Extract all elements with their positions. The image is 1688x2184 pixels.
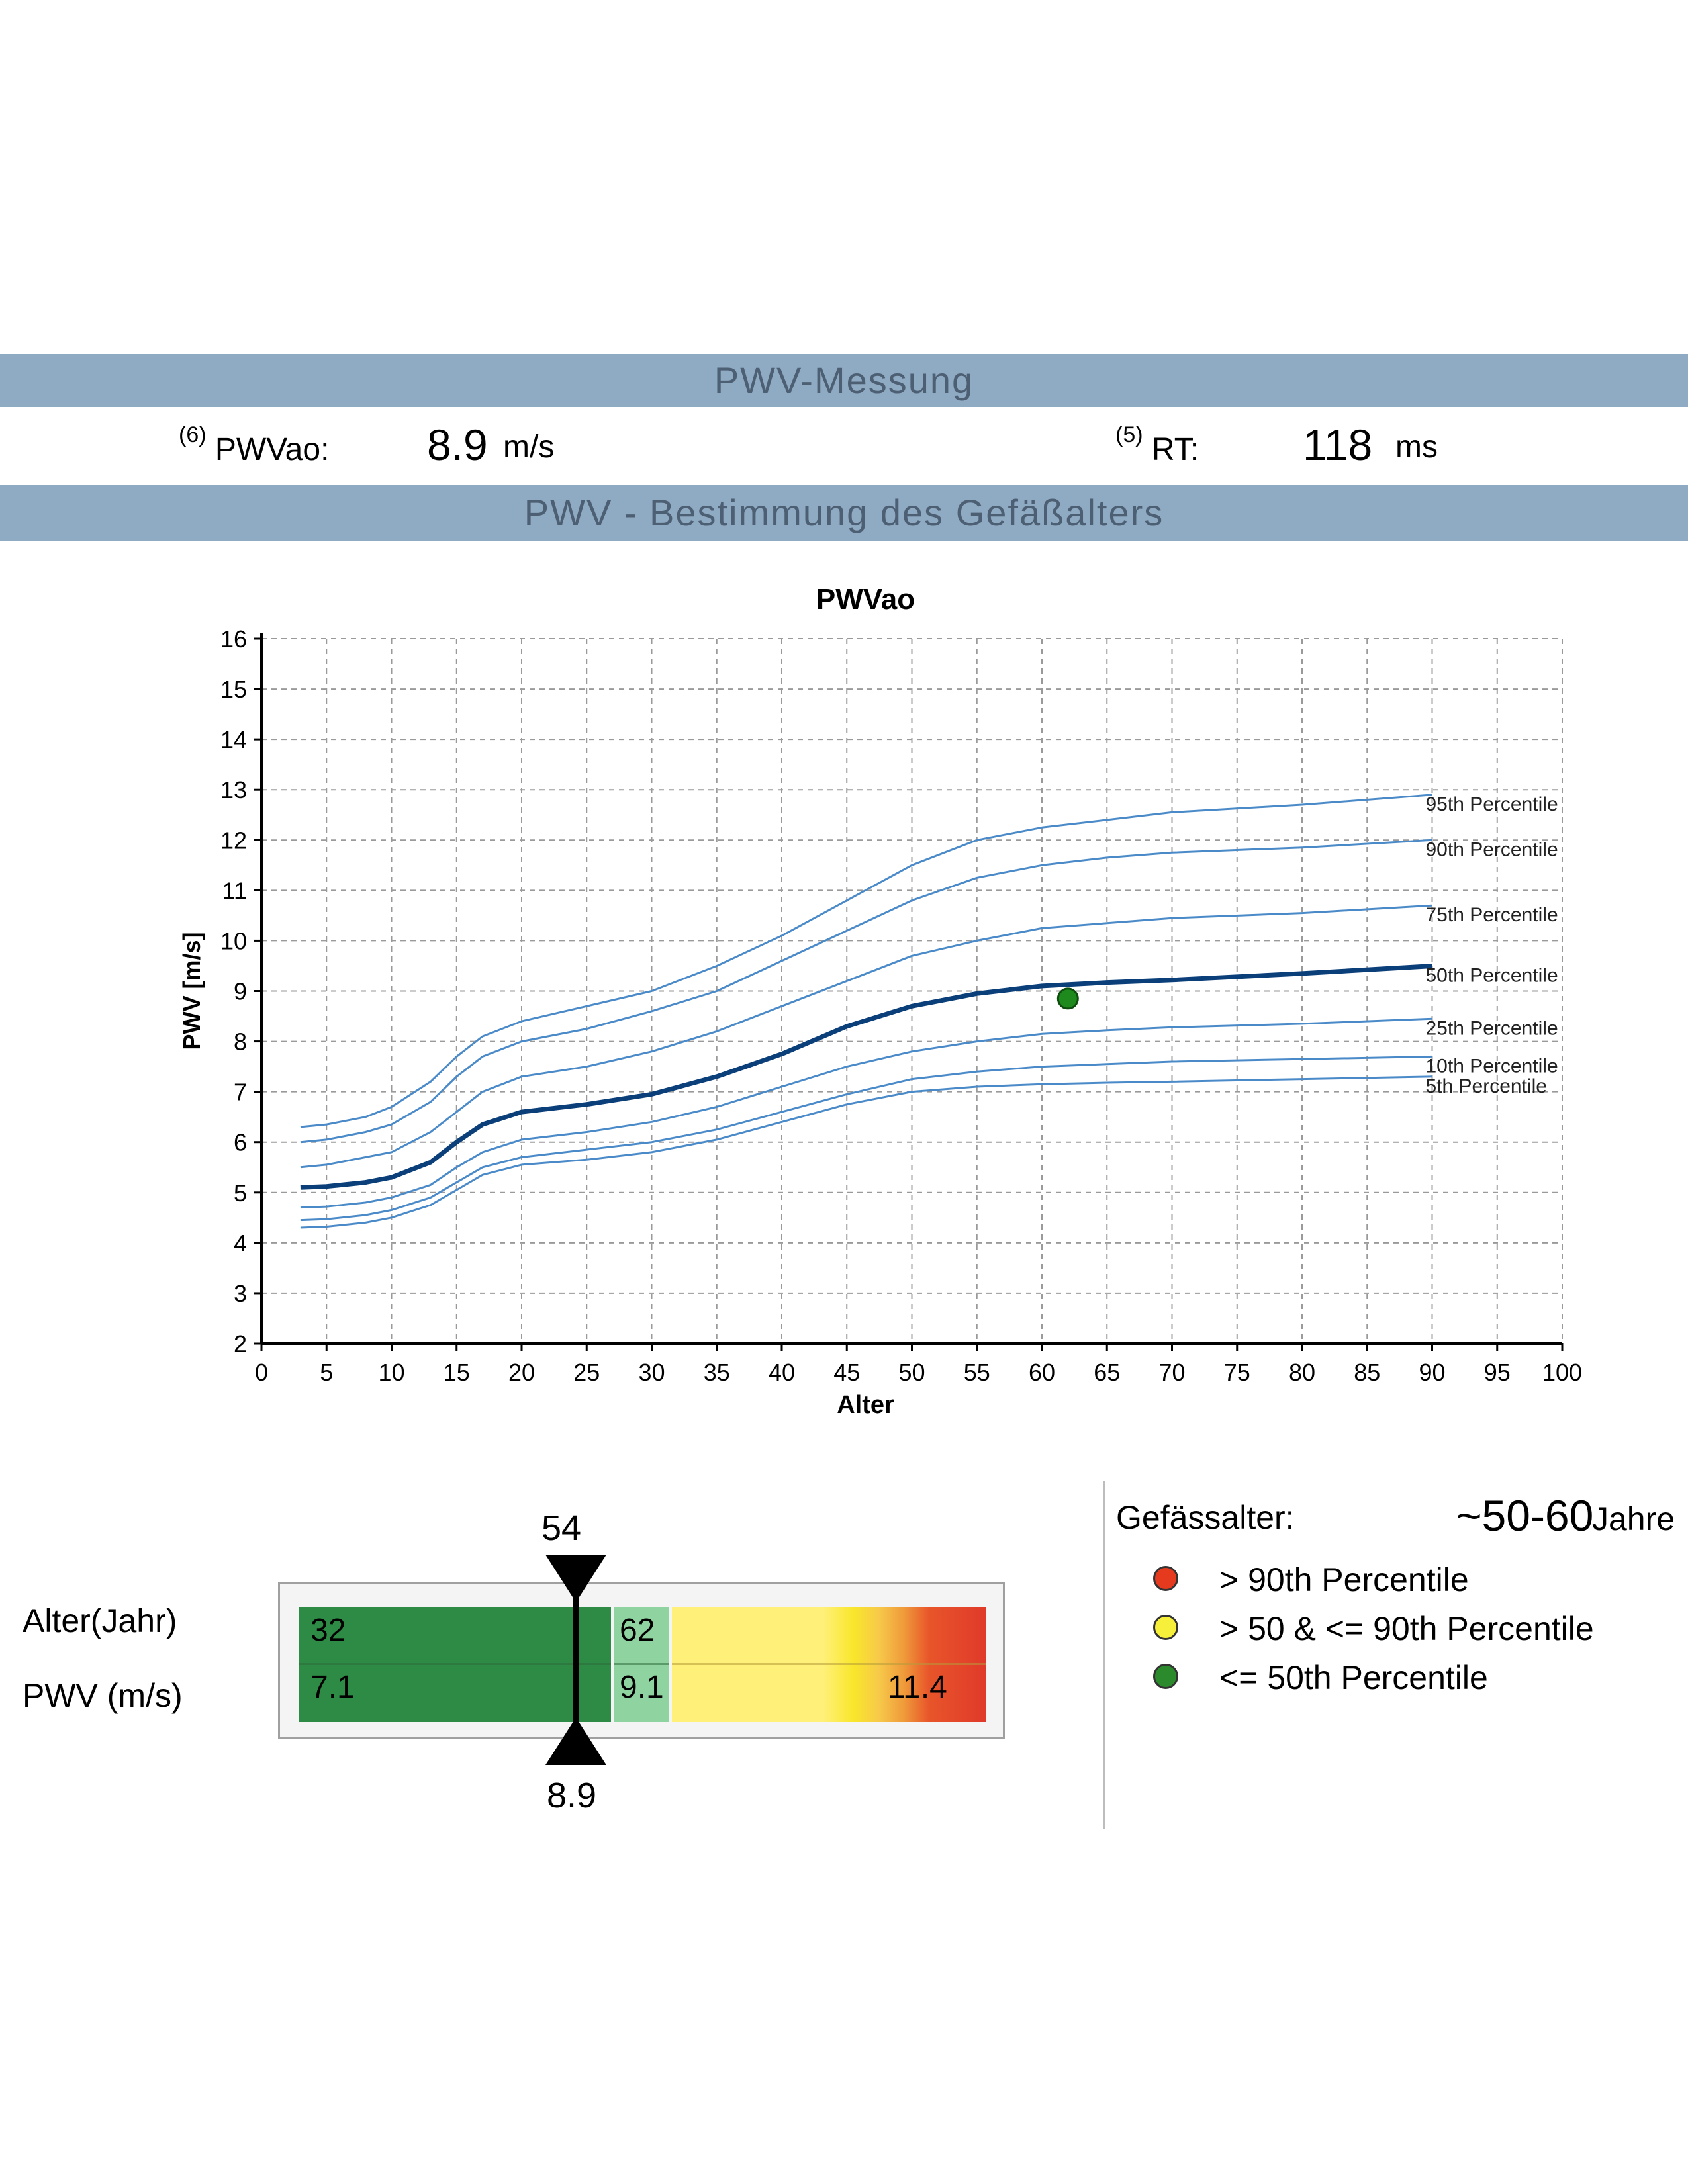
chart-title: PWVao: [816, 583, 915, 615]
vascular-age-gauge: 32 7.1 62 9.1 11.4: [278, 1582, 1005, 1739]
legend-dot-yellow: [1153, 1615, 1178, 1640]
patient-data-point: [1056, 987, 1079, 1010]
x-tick-label: 100: [1542, 1359, 1582, 1386]
gauge-pwv-row-label: PWV (m/s): [23, 1677, 183, 1714]
rt-unit: ms: [1395, 430, 1438, 465]
x-tick-label: 5: [320, 1359, 333, 1386]
rt-label-text: RT:: [1151, 432, 1199, 467]
pwvao-label: (6) PWVao:: [179, 422, 330, 468]
y-axis-label: PWV [m/s]: [178, 932, 205, 1050]
x-tick-label: 55: [964, 1359, 990, 1386]
gauge-segment-divider: [299, 1663, 611, 1665]
series-line: [300, 1075, 1432, 1229]
x-axis-label: Alter: [837, 1391, 894, 1419]
x-tick-label: 90: [1419, 1359, 1445, 1386]
gauge-segment-divider: [672, 1663, 986, 1665]
y-tick-label: 11: [222, 877, 247, 904]
y-tick-label: 13: [220, 776, 247, 803]
legend-dot-green: [1153, 1664, 1178, 1689]
gauge-segment-light-green: 62 9.1: [614, 1607, 669, 1722]
pwv-percentile-chart: 0 5 10 15 20 25 30 35 40 45 50 55 60 65 70 75 80 85 90 95 10…: [178, 583, 1582, 1419]
rt-ref: (5): [1115, 422, 1143, 447]
x-tick-label: 35: [704, 1359, 730, 1386]
measurement-row: (6) PWVao: 8.9 m/s (5) RT: 118 ms: [0, 417, 1688, 470]
y-tick-label: 8: [234, 1028, 247, 1056]
y-tick-label: 3: [234, 1280, 247, 1307]
vascular-age-unit: Jahre: [1592, 1500, 1675, 1537]
y-tick-label: 10: [220, 927, 247, 954]
series-line: [300, 1017, 1432, 1209]
x-tick-label: 80: [1289, 1359, 1315, 1386]
x-tick-label: 45: [833, 1359, 860, 1386]
gauge-marker-pwv: 8.9: [547, 1776, 597, 1815]
series-line: [300, 964, 1432, 1190]
gauge-marker-top-arrow: [545, 1555, 606, 1602]
x-tick-label: 30: [638, 1359, 665, 1386]
x-tick-label: 0: [255, 1359, 268, 1386]
pwvao-value: 8.9: [427, 420, 488, 469]
series-line: [300, 1055, 1432, 1222]
gauge-marker-bottom-arrow: [545, 1717, 606, 1765]
x-tick-label: 40: [769, 1359, 795, 1386]
pwvao-ref: (6): [179, 422, 207, 447]
x-tick-label: 15: [444, 1359, 470, 1386]
gauge-marker-line: [573, 1585, 579, 1736]
gauge-light-green-age: 62: [620, 1613, 655, 1648]
gauge-light-green-pwv: 9.1: [620, 1670, 664, 1705]
gauge-green-pwv: 7.1: [310, 1670, 355, 1705]
gauge-segment-divider: [614, 1663, 669, 1665]
x-tick-label: 95: [1484, 1359, 1511, 1386]
series-label: 75th Percentile: [1426, 904, 1558, 926]
y-tick-label: 6: [234, 1129, 247, 1156]
x-tick-label: 25: [573, 1359, 600, 1386]
gauge-segment-yellow-red: 11.4: [672, 1607, 986, 1722]
series-label: 50th Percentile: [1426, 964, 1558, 986]
y-tick-label: 15: [220, 676, 247, 703]
gauge-marker-arrows: [545, 1555, 606, 1765]
x-tick-label: 60: [1029, 1359, 1055, 1386]
x-tick-label: 65: [1094, 1359, 1120, 1386]
y-tick-label: 5: [234, 1179, 247, 1206]
x-tick-label: 70: [1158, 1359, 1185, 1386]
gauge-age-row-label: Alter(Jahr): [23, 1602, 177, 1639]
legend-dot-red: [1153, 1566, 1178, 1591]
vascular-age-section-header: PWV - Bestimmung des Gefäßalters: [0, 485, 1688, 541]
gauge-green-age: 32: [310, 1613, 346, 1648]
y-tick-label: 12: [220, 827, 247, 854]
rt-value: 118: [1303, 420, 1373, 469]
rt-label: (5) RT:: [1115, 422, 1199, 468]
y-tick-label: 9: [234, 978, 247, 1005]
gauge-segment-green: 32 7.1: [299, 1607, 611, 1722]
legend-label-below-50: <= 50th Percentile: [1219, 1659, 1488, 1696]
section-divider: [1103, 1481, 1105, 1829]
x-tick-label: 50: [898, 1359, 925, 1386]
gauge-marker-age: 54: [541, 1508, 582, 1548]
gauge-red-pwv: 11.4: [888, 1670, 947, 1705]
x-tick-label: 20: [508, 1359, 535, 1386]
legend-label-above-90: > 90th Percentile: [1219, 1561, 1469, 1598]
y-tick-label: 2: [234, 1330, 247, 1357]
series-line: [300, 904, 1432, 1169]
x-tick-label: 10: [378, 1359, 404, 1386]
series-line: [300, 794, 1432, 1128]
y-tick-label: 14: [220, 726, 247, 753]
series-label: 25th Percentile: [1426, 1017, 1558, 1039]
series-label: 5th Percentile: [1426, 1075, 1547, 1097]
y-tick-label: 4: [234, 1230, 247, 1257]
pwvao-label-text: PWVao:: [214, 432, 330, 467]
series-label: 90th Percentile: [1426, 839, 1558, 860]
x-tick-label: 85: [1354, 1359, 1380, 1386]
measurement-section-header: PWV-Messung: [0, 354, 1688, 407]
y-tick-label: 16: [220, 625, 247, 653]
vascular-age-value: ~50-60: [1456, 1491, 1594, 1540]
x-tick-label: 75: [1224, 1359, 1250, 1386]
series-line: [300, 839, 1432, 1144]
series-label: 95th Percentile: [1426, 794, 1558, 815]
y-tick-label: 7: [234, 1079, 247, 1106]
pwvao-unit: m/s: [503, 430, 555, 465]
series-label: 10th Percentile: [1426, 1055, 1558, 1077]
vascular-age-label: Gefässalter:: [1116, 1499, 1295, 1536]
legend-label-50-to-90: > 50 & <= 90th Percentile: [1219, 1610, 1594, 1647]
